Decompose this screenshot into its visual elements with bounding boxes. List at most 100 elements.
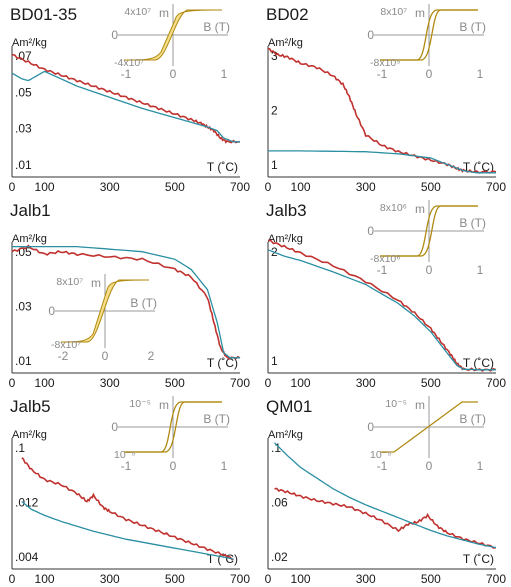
x-tick-label: 0: [9, 180, 16, 194]
x-tick-label: 500: [421, 180, 441, 194]
inset-x-tick-label: -1: [377, 67, 388, 81]
x-tick-label: 0: [265, 572, 272, 586]
inset-x-tick-label: -2: [58, 349, 69, 363]
inset-zero-label: 0: [367, 420, 374, 434]
x-axis-title: T (˚C): [463, 356, 494, 370]
x-tick-label: 0: [9, 376, 16, 390]
y-tick-label: .012: [15, 496, 39, 510]
x-tick-label: 300: [356, 180, 376, 194]
y-unit-label: Am²/kg: [268, 37, 303, 49]
inset-x-tick-label: -1: [377, 459, 388, 473]
y-unit-label: Am²/kg: [268, 233, 303, 245]
inset-x-axis-title: B (T): [459, 216, 486, 230]
x-tick-label: 100: [291, 180, 311, 194]
y-unit-label: Am²/kg: [12, 429, 47, 441]
panel-bd01-35: BD01-35 Am²/kg 0 100 300 500 700.07.05.03.01 T …: [0, 0, 250, 194]
x-tick-label: 0: [265, 376, 272, 390]
panel-title: Jalb3: [266, 201, 307, 220]
inset-y-axis-title: m: [91, 276, 101, 290]
y-tick-label: 2: [271, 104, 278, 118]
x-tick-label: 300: [100, 376, 120, 390]
inset-y-top-label: 10⁻⁵: [129, 398, 151, 410]
x-tick-label: 700: [486, 376, 506, 390]
panel-title: BD02: [266, 5, 309, 24]
heating-curve: [11, 53, 241, 144]
inset-x-axis-title: B (T): [459, 20, 486, 34]
x-tick-label: 100: [35, 376, 55, 390]
y-tick-label: .05: [15, 85, 32, 99]
x-tick-label: 700: [230, 376, 250, 390]
inset-y-axis-title: m: [159, 398, 169, 412]
inset-zero-label: 0: [48, 304, 55, 318]
inset-y-top-label: 4x10⁷: [124, 6, 151, 18]
x-tick-label: 100: [35, 180, 55, 194]
inset-x-axis-title: B (T): [130, 296, 157, 310]
x-tick-label: 700: [486, 180, 506, 194]
x-tick-label: 500: [165, 376, 185, 390]
cooling-curve: [12, 245, 240, 359]
inset-x-axis-title: B (T): [203, 20, 230, 34]
cooling-curve: [21, 500, 234, 560]
x-tick-label: 500: [421, 376, 441, 390]
panel-jalb1: Jalb1 Am²/kg 0 100 300 500 700.05.03.01 T (˚C) 8…: [0, 196, 251, 390]
hysteresis-curve: [380, 9, 478, 61]
y-tick-label: .03: [15, 300, 32, 314]
inset-x-axis-title: B (T): [459, 412, 486, 426]
heating-curve: [267, 47, 497, 174]
x-tick-label: 300: [356, 376, 376, 390]
y-tick-label: .06: [271, 496, 288, 510]
inset-x-axis-title: B (T): [203, 412, 230, 426]
x-tick-label: 500: [421, 572, 441, 586]
y-tick-label: 3: [271, 49, 278, 63]
y-tick-label: 1: [271, 158, 278, 172]
y-tick-label: 1: [271, 354, 278, 368]
x-tick-label: 100: [291, 572, 311, 586]
inset-y-bottom-label: 10⁻⁵: [114, 449, 136, 461]
y-tick-label: .1: [271, 441, 281, 455]
inset-x-tick-label: 1: [221, 459, 228, 473]
x-tick-label: 700: [230, 572, 250, 586]
hysteresis-loop: [123, 9, 222, 61]
x-tick-label: 300: [100, 180, 120, 194]
inset-y-axis-title: m: [415, 398, 425, 412]
panel-title: QM01: [266, 397, 312, 416]
inset-x-tick-label: 0: [426, 263, 433, 277]
x-tick-label: 0: [265, 180, 272, 194]
x-tick-label: 300: [100, 572, 120, 586]
panel-jalb3: Jalb3 Am²/kg 0 100 300 500 700 2 1 T (˚C) 8x10⁶ m 0 B…: [256, 196, 506, 390]
y-tick-label: .01: [15, 158, 32, 172]
panel-qm01: QM01 Am²/kg 0 100 300 500 700.1.06.02 T (˚C) 10⁻…: [256, 392, 506, 586]
y-tick-label: .01: [15, 354, 32, 368]
cooling-curve: [267, 249, 496, 371]
inset-y-top-label: 8x10⁷: [56, 276, 83, 288]
inset-x-tick-label: 0: [170, 67, 177, 81]
x-axis-title: T (˚C): [463, 552, 494, 566]
inset-y-bottom-label: -8x10⁶: [370, 253, 401, 265]
inset-x-tick-label: 0: [426, 67, 433, 81]
inset-zero-label: 0: [111, 420, 118, 434]
x-axis-title: T (˚C): [207, 356, 238, 370]
inset-x-tick-label: 1: [221, 67, 228, 81]
panel-bd02: BD02 Am²/kg 0 100 300 500 700 3 2 1 T (˚C) 8x10⁷ m 0 B…: [256, 0, 506, 194]
panel-title: Jalb1: [10, 201, 51, 220]
inset-zero-label: 0: [367, 224, 374, 238]
inset-y-bottom-label: -8x10⁵: [370, 57, 401, 69]
hysteresis-curve: [380, 401, 478, 453]
heating-curve: [21, 457, 234, 561]
inset-x-tick-label: 1: [477, 67, 484, 81]
inset-x-tick-label: 1: [477, 263, 484, 277]
inset-y-top-label: 8x10⁶: [380, 202, 407, 214]
x-tick-label: 700: [486, 572, 506, 586]
inset-y-top-label: 8x10⁷: [380, 6, 407, 18]
x-tick-label: 500: [165, 572, 185, 586]
inset-x-tick-label: 2: [148, 349, 155, 363]
y-unit-label: Am²/kg: [12, 233, 47, 245]
x-axis-title: T (˚C): [207, 160, 238, 174]
y-unit-label: Am²/kg: [12, 37, 47, 49]
